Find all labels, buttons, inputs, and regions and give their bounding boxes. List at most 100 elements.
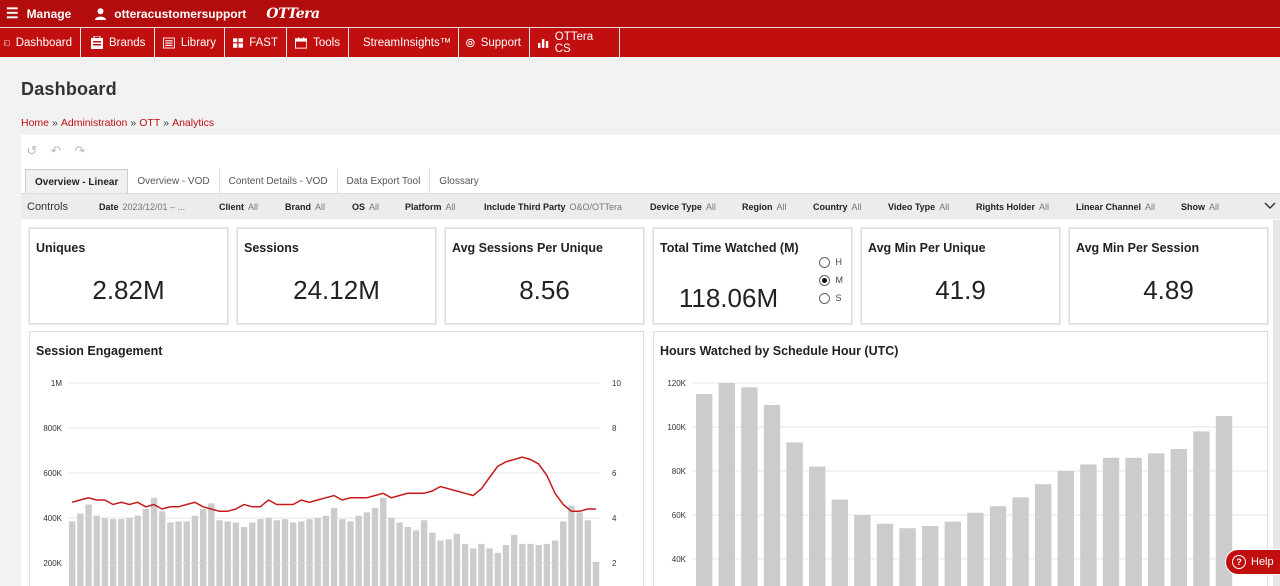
filter-value: All — [369, 202, 380, 212]
filter-video-type[interactable]: Video Type All — [888, 202, 949, 212]
filter-country[interactable]: Country All — [813, 202, 862, 212]
filter-label: Rights Holder — [976, 202, 1036, 212]
y-tick-label: 100K — [667, 423, 686, 432]
kpi-avg-sessions-per-unique: Avg Sessions Per Unique 8.56 — [445, 228, 644, 324]
bar — [339, 519, 346, 586]
filter-os[interactable]: OS All — [352, 202, 379, 212]
redo-icon[interactable]: ↷ — [74, 143, 86, 158]
bar — [216, 520, 223, 586]
filter-label: Video Type — [888, 202, 936, 212]
nav-brands[interactable]: Brands — [81, 28, 155, 57]
breadcrumb-sep: » — [163, 117, 170, 129]
radio-hours[interactable]: H — [818, 253, 844, 271]
kpi-label: Avg Min Per Unique — [868, 241, 986, 255]
nav-dashboard[interactable]: Dashboard — [0, 28, 81, 57]
bar — [519, 543, 526, 586]
bar — [322, 515, 330, 586]
filter-include-third-party[interactable]: Include Third Party O&O/OTTera — [484, 202, 622, 212]
brand-logo[interactable]: OTTera — [266, 5, 320, 22]
bar — [461, 543, 469, 586]
filter-show[interactable]: Show All — [1181, 202, 1219, 212]
kpi-value: 118.06M — [678, 283, 779, 313]
undo-icon[interactable]: ↶ — [50, 143, 62, 158]
filter-label: Linear Channel — [1076, 202, 1142, 212]
chevron-down-icon[interactable] — [1264, 200, 1276, 210]
y-tick-label: 40K — [672, 555, 687, 564]
bar — [371, 507, 379, 586]
bar — [224, 521, 231, 586]
filter-value: All — [248, 202, 259, 212]
bar — [142, 509, 150, 586]
filter-client[interactable]: Client All — [219, 202, 258, 212]
tab-data-export-tool[interactable]: Data Export Tool — [338, 169, 431, 193]
nav-support[interactable]: Support — [459, 28, 530, 57]
hamburger-icon: ☰ — [6, 5, 19, 21]
bar — [809, 466, 826, 586]
help-button[interactable]: ? Help — [1225, 549, 1280, 575]
reset-icon[interactable]: ↺ — [26, 143, 38, 158]
tab-overview-vod[interactable]: Overview - VOD — [128, 169, 220, 193]
kpi-avg-min-per-session: Avg Min Per Session 4.89 — [1069, 228, 1268, 324]
nav-tools[interactable]: Tools — [287, 28, 349, 57]
bar — [989, 506, 1007, 586]
bar — [486, 548, 493, 586]
breadcrumb-home[interactable]: Home — [21, 117, 50, 129]
nav-streaminsights[interactable]: StreamInsights™ — [349, 28, 459, 57]
bar — [109, 519, 117, 586]
filter-region[interactable]: Region All — [742, 202, 787, 212]
manage-menu[interactable]: ☰ Manage — [6, 5, 71, 22]
radio-minutes[interactable]: M — [818, 271, 844, 289]
bar — [167, 522, 174, 586]
bar — [208, 503, 215, 586]
filter-rights-holder[interactable]: Rights Holder All — [976, 202, 1049, 212]
nav-fast[interactable]: FAST — [225, 28, 287, 57]
bar — [330, 507, 338, 586]
radio-label: H — [835, 257, 843, 267]
filter-platform[interactable]: Platform All — [405, 202, 456, 212]
user-menu[interactable]: otteracustomersupport — [95, 7, 246, 21]
library-icon — [163, 37, 175, 48]
controls-bar: Controls Date 2023/12/01 – ... Client All … — [21, 193, 1280, 219]
dashboard-icon — [4, 40, 10, 45]
filter-linear-channel[interactable]: Linear Channel All — [1076, 202, 1155, 212]
tab-glossary[interactable]: Glossary — [439, 176, 479, 187]
kpi-label: Sessions — [244, 241, 299, 255]
bar — [69, 521, 76, 586]
session-engagement-card: Session Engagement 1M 800K 600K 400K 200K 10 8… — [29, 331, 644, 586]
kpi-label: Avg Sessions Per Unique — [452, 241, 603, 255]
kpi-label: Uniques — [36, 241, 86, 255]
breadcrumb-analytics[interactable]: Analytics — [172, 117, 215, 129]
filter-value: All — [1039, 202, 1050, 212]
scrollbar[interactable] — [1273, 220, 1280, 586]
breadcrumb-sep: » — [52, 117, 58, 129]
filter-label: Include Third Party — [484, 202, 566, 212]
bar — [77, 513, 84, 586]
brands-icon — [91, 36, 103, 49]
bar — [232, 522, 240, 586]
radio-label: M — [835, 275, 844, 285]
radio-circle — [818, 256, 830, 268]
filter-device-type[interactable]: Device Type All — [650, 202, 716, 212]
kpi-uniques: Uniques 2.82M — [29, 228, 228, 324]
bar — [118, 519, 125, 586]
filter-value: All — [705, 202, 716, 212]
bar — [1148, 453, 1165, 586]
kpi-value: 8.56 — [519, 275, 570, 305]
radio-seconds[interactable]: S — [818, 289, 844, 307]
filter-label: Client — [219, 202, 245, 212]
breadcrumb-administration[interactable]: Administration — [60, 117, 128, 129]
tab-content-details-vod[interactable]: Content Details - VOD — [220, 169, 338, 193]
tab-overview-linear[interactable]: Overview - Linear — [25, 169, 129, 193]
bar — [429, 532, 436, 586]
fast-icon — [233, 37, 244, 48]
filter-brand[interactable]: Brand All — [285, 202, 325, 212]
bar — [763, 405, 781, 586]
filter-date[interactable]: Date 2023/12/01 – ... — [99, 202, 185, 212]
nav-ottera-cs[interactable]: OTTera CS — [530, 28, 620, 57]
breadcrumb-ott[interactable]: OTT — [139, 117, 161, 129]
nav-library[interactable]: Library — [155, 28, 225, 57]
report-tabs: Overview - Linear Overview - VOD Content… — [25, 169, 488, 193]
nav-label: FAST — [249, 36, 278, 49]
bar — [1080, 464, 1097, 586]
nav-label: OTTera CS — [554, 30, 594, 55]
